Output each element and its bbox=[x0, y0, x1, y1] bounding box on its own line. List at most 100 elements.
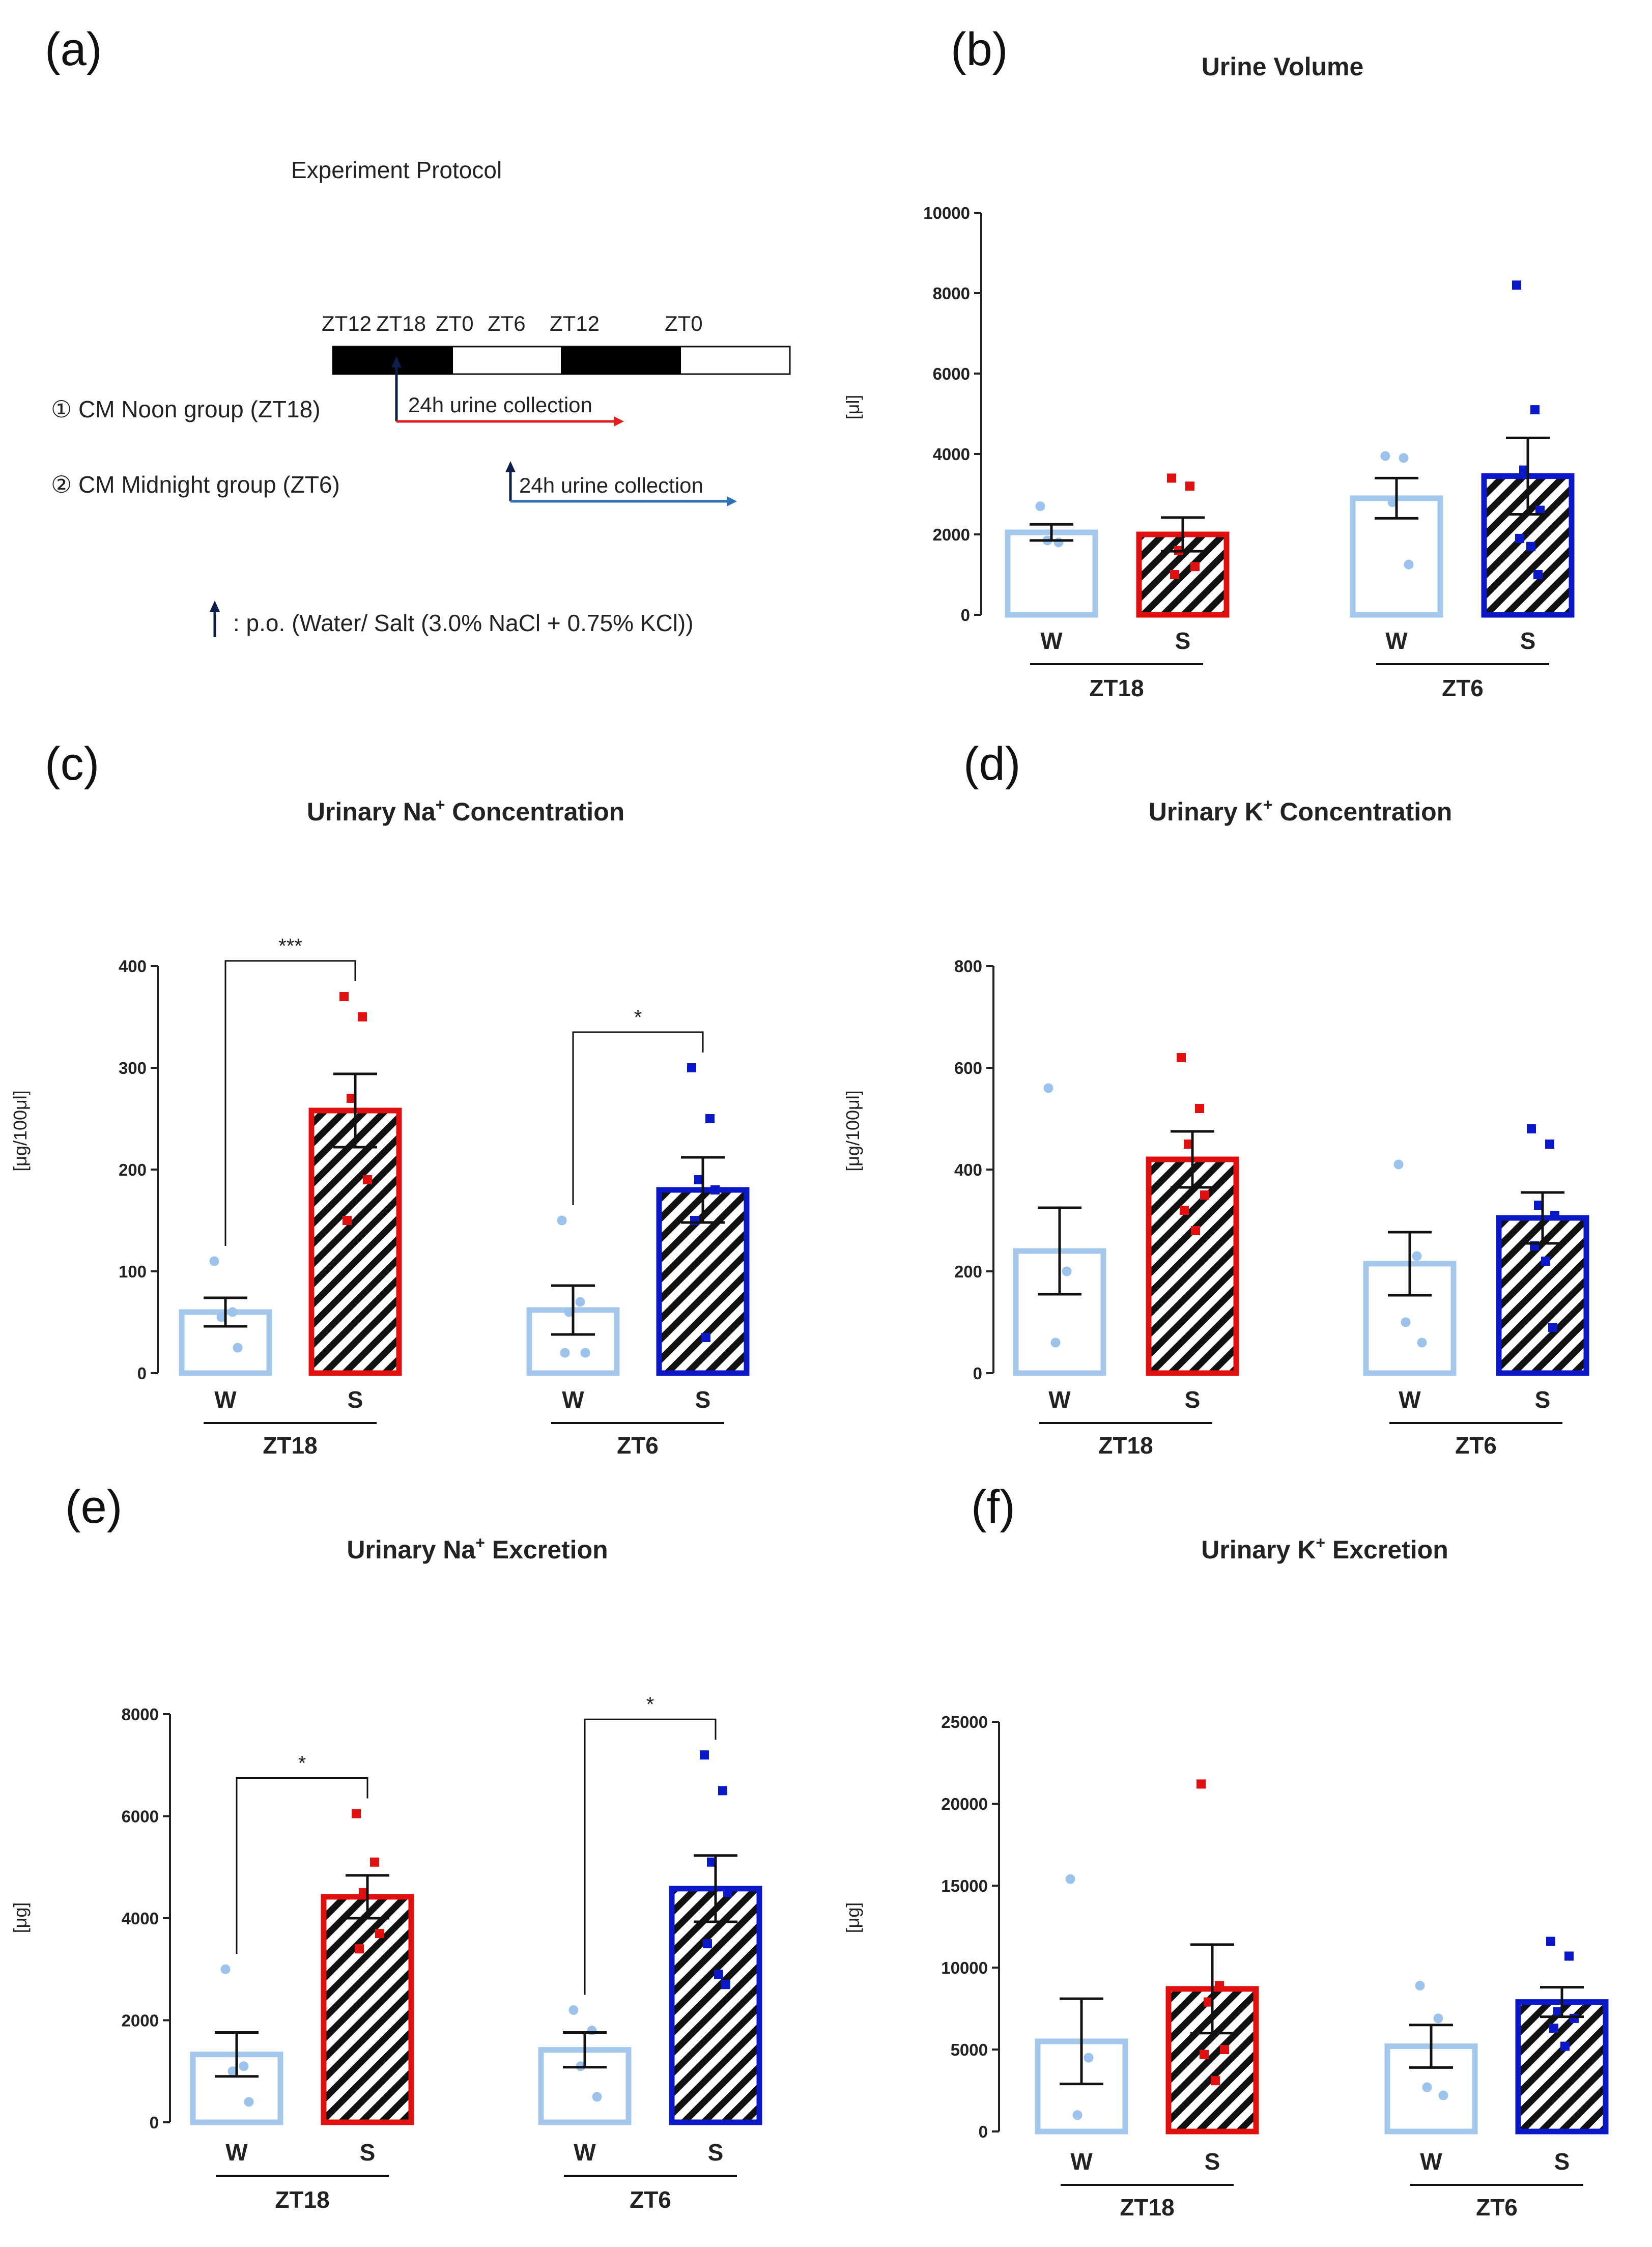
significance-label: *** bbox=[278, 935, 302, 957]
data-point bbox=[1220, 2045, 1229, 2054]
data-point bbox=[1177, 1053, 1186, 1062]
x-category-label: W bbox=[214, 1386, 237, 1413]
data-point bbox=[363, 1175, 372, 1184]
y-tick-label: 0 bbox=[973, 1364, 982, 1383]
data-point bbox=[1519, 465, 1528, 475]
dark-phase-block bbox=[333, 347, 453, 374]
data-point bbox=[1526, 542, 1535, 551]
data-point bbox=[209, 1256, 219, 1266]
panel-label-e: (e) bbox=[65, 1481, 122, 1533]
y-tick-label: 15000 bbox=[941, 1876, 988, 1895]
group2-dose-arrow bbox=[505, 461, 516, 501]
data-point bbox=[1422, 2082, 1432, 2092]
data-point bbox=[1062, 1266, 1072, 1276]
data-point bbox=[227, 2066, 238, 2077]
group1-dose-arrow bbox=[391, 356, 402, 421]
data-point bbox=[687, 1063, 696, 1072]
data-point bbox=[1512, 280, 1521, 290]
data-point bbox=[1170, 570, 1179, 579]
group2-collection-arrow bbox=[510, 496, 737, 506]
data-point bbox=[700, 1750, 709, 1760]
bar bbox=[321, 1894, 414, 2125]
x-category-label: W bbox=[225, 2139, 248, 2166]
group2-label: ② CM Midnight group (ZT6) bbox=[51, 471, 340, 498]
data-point bbox=[1072, 2110, 1083, 2120]
data-point bbox=[703, 1939, 712, 1949]
data-point bbox=[1533, 570, 1543, 579]
y-tick-label: 0 bbox=[979, 2122, 988, 2141]
x-category-label: W bbox=[1048, 1386, 1071, 1413]
y-tick-label: 8000 bbox=[933, 284, 970, 303]
data-point bbox=[1541, 1257, 1550, 1266]
x-group-label: ZT18 bbox=[1089, 675, 1144, 701]
y-axis-label: [μg/100μl] bbox=[10, 1090, 31, 1172]
x-group-label: ZT6 bbox=[1476, 2194, 1518, 2221]
data-point bbox=[1180, 1206, 1189, 1215]
data-point bbox=[244, 2097, 254, 2107]
chart-panel-f: (f) Urinary K+ Excretion [μg] 0 5000 10000… bbox=[842, 1481, 1609, 2221]
protocol-title: Experiment Protocol bbox=[291, 157, 502, 183]
chart-title: Urine Volume bbox=[1202, 52, 1364, 81]
data-point bbox=[1053, 537, 1064, 548]
y-tick-label: 20000 bbox=[941, 1795, 988, 1813]
data-point bbox=[1035, 501, 1045, 511]
group2-collection-label: 24h urine collection bbox=[519, 473, 703, 497]
data-point bbox=[1197, 1779, 1206, 1789]
y-tick-label: 10000 bbox=[923, 204, 970, 222]
data-point bbox=[370, 1857, 379, 1867]
zt-label: ZT0 bbox=[436, 311, 474, 335]
y-tick-label: 25000 bbox=[941, 1713, 988, 1731]
bar bbox=[1005, 529, 1098, 618]
data-point bbox=[1530, 405, 1540, 415]
zt-label-row: ZT12 ZT18 ZT0 ZT6 ZT12 ZT0 bbox=[322, 311, 703, 335]
y-tick-label: 400 bbox=[954, 1160, 982, 1179]
data-point bbox=[568, 2005, 579, 2015]
data-point bbox=[1527, 1124, 1536, 1133]
data-point bbox=[560, 1348, 570, 1358]
data-point bbox=[1560, 2041, 1570, 2051]
y-tick-label: 8000 bbox=[122, 1705, 159, 1724]
data-point bbox=[587, 2026, 597, 2036]
data-point bbox=[1393, 1159, 1404, 1170]
data-point bbox=[1167, 473, 1176, 483]
zt-label: ZT12 bbox=[322, 311, 372, 335]
x-group-label: ZT6 bbox=[617, 1432, 659, 1459]
data-point bbox=[359, 1888, 368, 1897]
data-point bbox=[1404, 559, 1414, 570]
zt-label: ZT12 bbox=[550, 311, 600, 335]
data-point bbox=[1191, 1226, 1200, 1235]
data-point bbox=[1204, 1997, 1213, 2007]
protocol-panel: (a) Experiment Protocol ZT12 ZT18 ZT0 ZT… bbox=[45, 23, 791, 637]
y-axis-label: [μg] bbox=[10, 1902, 31, 1933]
data-point bbox=[1200, 1190, 1209, 1200]
data-point bbox=[723, 1888, 732, 1897]
y-tick-label: 0 bbox=[961, 606, 970, 624]
data-point bbox=[1438, 2090, 1448, 2100]
data-point bbox=[714, 1970, 723, 1979]
y-tick-label: 6000 bbox=[933, 364, 970, 383]
data-point bbox=[220, 1964, 231, 1974]
x-category-label: S bbox=[1205, 2148, 1220, 2175]
bar bbox=[669, 1886, 762, 2125]
data-point bbox=[1211, 2076, 1220, 2086]
panel-label-c: (c) bbox=[45, 738, 99, 790]
panel-label-f: (f) bbox=[971, 1481, 1015, 1533]
data-point bbox=[564, 1307, 574, 1317]
data-point bbox=[1535, 505, 1545, 515]
data-point bbox=[1545, 1140, 1554, 1149]
data-point bbox=[339, 992, 349, 1001]
data-point bbox=[1412, 1251, 1422, 1261]
chart-panel-b: (b) Urine Volume [μl] 0 2000 4000 6000 8000 1… bbox=[842, 23, 1575, 701]
chart-panel-d: (d) Urinary K+ Concentration [μg/100μl] … bbox=[842, 738, 1589, 1459]
data-point bbox=[1200, 2050, 1209, 2059]
x-category-label: W bbox=[1420, 2148, 1442, 2175]
y-tick-label: 2000 bbox=[122, 2011, 159, 2030]
significance-label: * bbox=[646, 1693, 654, 1716]
x-group-label: ZT6 bbox=[1442, 675, 1484, 701]
x-group-label: ZT18 bbox=[263, 1432, 317, 1459]
x-category-label: W bbox=[1385, 628, 1408, 654]
bar bbox=[1515, 1999, 1609, 2135]
y-tick-label: 600 bbox=[954, 1059, 982, 1077]
data-point bbox=[1084, 2053, 1094, 2063]
